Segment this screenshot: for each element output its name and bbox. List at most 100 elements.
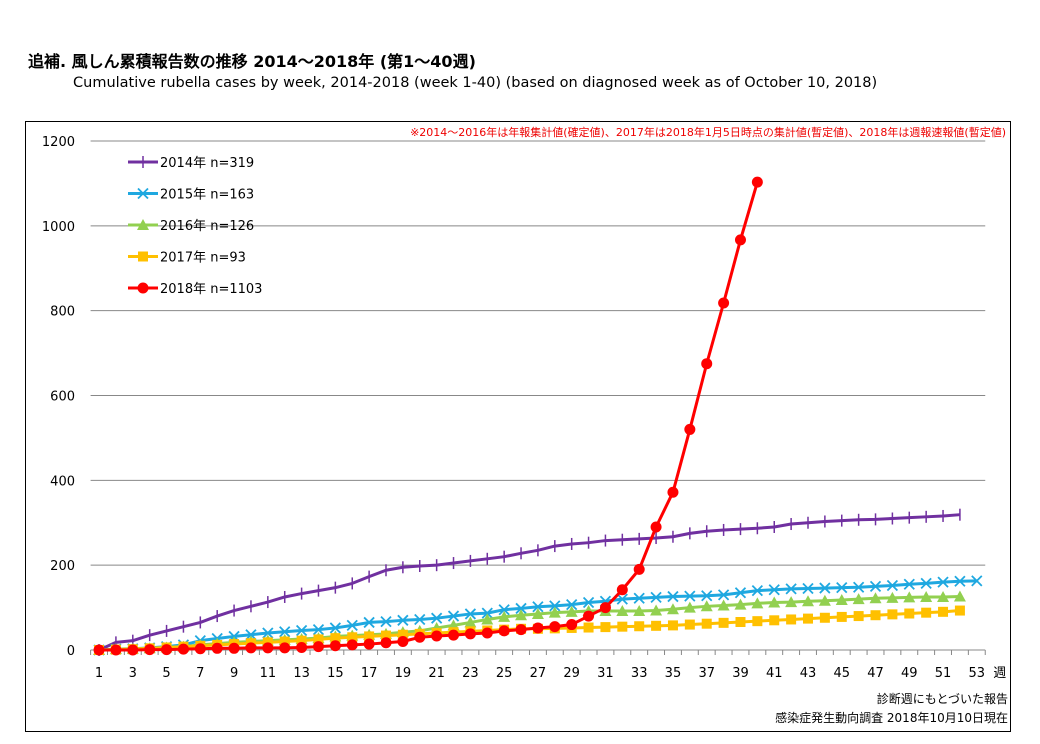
legend-item: 2018年 n=1103: [128, 282, 262, 297]
y-tick-label: 1200: [42, 135, 75, 150]
x-marker: [245, 629, 257, 641]
x-marker: [937, 576, 949, 588]
y-tick-label: 0: [67, 644, 75, 659]
x-marker: [549, 600, 561, 612]
circle-marker: [329, 640, 341, 652]
circle-marker: [481, 627, 493, 639]
square-marker: [701, 618, 712, 629]
x-marker: [515, 602, 527, 615]
footnote-source: 感染症発生動向調査 2018年10月10日現在: [775, 711, 1008, 725]
x-marker: [819, 582, 831, 594]
x-marker: [734, 587, 747, 599]
square-marker: [870, 610, 881, 621]
x-tick-label: 27: [530, 666, 547, 681]
x-marker: [954, 575, 966, 587]
x-marker: [717, 589, 730, 601]
square-marker: [364, 631, 375, 642]
square-marker: [735, 617, 746, 628]
triangle-marker: [717, 599, 730, 611]
x-tick-label: 41: [766, 666, 783, 681]
x-tick-label: 15: [327, 666, 344, 681]
legend-label: 2018年 n=1103: [160, 282, 262, 297]
triangle-marker: [751, 597, 764, 609]
circle-marker: [583, 610, 595, 622]
circle-marker: [616, 584, 628, 596]
square-marker: [887, 609, 898, 620]
circle-marker: [144, 644, 156, 656]
circle-marker: [93, 644, 105, 656]
x-marker: [616, 593, 628, 605]
x-marker: [329, 622, 341, 634]
square-marker: [138, 251, 148, 262]
legend-label: 2015年 n=163: [160, 188, 254, 203]
triangle-marker: [768, 596, 781, 608]
square-marker: [313, 634, 324, 645]
y-tick-label: 400: [50, 474, 75, 489]
triangle-marker: [616, 604, 629, 616]
x-marker: [836, 582, 848, 594]
data-note: ※2014～2016年は年報集計値(確定値)、2017年は2018年1月5日時点…: [410, 126, 1006, 139]
x-tick-label: 25: [496, 666, 513, 681]
triangle-marker: [953, 590, 966, 602]
circle-marker: [137, 282, 149, 294]
square-marker: [397, 629, 408, 640]
circle-marker: [110, 644, 122, 656]
x-marker: [886, 579, 899, 592]
circle-marker: [448, 629, 460, 641]
footnote-diagnosis: 診断週にもとづいた報告: [876, 692, 1008, 706]
y-tick-label: 200: [50, 559, 75, 574]
x-marker: [464, 608, 477, 620]
circle-marker: [650, 521, 662, 533]
x-tick-label: 17: [361, 666, 378, 681]
triangle-marker: [869, 592, 882, 604]
square-marker: [921, 607, 932, 618]
circle-marker: [312, 641, 324, 653]
x-tick-label: 5: [162, 666, 170, 681]
x-tick-label: 1: [95, 666, 103, 681]
square-marker: [786, 614, 797, 625]
x-marker: [380, 615, 392, 628]
triangle-marker: [802, 595, 814, 607]
x-tick-label: 13: [293, 666, 310, 681]
x-marker: [566, 598, 578, 611]
triangle-marker: [683, 601, 696, 613]
x-tick-label: 9: [230, 666, 238, 681]
circle-marker: [262, 642, 274, 654]
triangle-marker: [565, 605, 578, 617]
x-marker: [684, 590, 696, 602]
circle-marker: [751, 176, 763, 188]
series-line: [98, 595, 960, 652]
x-marker: [633, 592, 645, 604]
triangle-marker: [818, 594, 831, 606]
circle-marker: [346, 639, 358, 651]
square-marker: [836, 611, 847, 622]
circle-marker: [296, 641, 308, 653]
triangle-marker: [515, 609, 528, 621]
triangle-marker: [464, 616, 477, 628]
x-marker: [312, 624, 325, 636]
x-tick-label: 11: [260, 666, 277, 681]
circle-marker: [431, 630, 443, 642]
chart-frame: [25, 121, 1011, 732]
square-marker: [600, 622, 611, 633]
triangle-marker: [700, 600, 713, 612]
square-marker: [381, 630, 391, 641]
triangle-marker: [886, 591, 899, 603]
x-tick-label: 49: [901, 666, 918, 681]
circle-marker: [599, 602, 611, 614]
series-2018: [93, 176, 763, 656]
x-marker: [903, 578, 915, 590]
triangle-marker: [481, 613, 494, 625]
x-marker: [869, 580, 882, 593]
triangle-marker: [498, 610, 511, 622]
x-marker: [650, 591, 662, 604]
square-marker: [667, 620, 678, 631]
square-marker: [583, 622, 594, 633]
circle-marker: [414, 631, 426, 643]
x-tick-label: 33: [631, 666, 648, 681]
x-tick-label: 19: [395, 666, 412, 681]
series-2014: [98, 508, 961, 656]
circle-marker: [363, 638, 375, 650]
triangle-marker: [734, 598, 747, 610]
square-marker: [651, 620, 662, 631]
